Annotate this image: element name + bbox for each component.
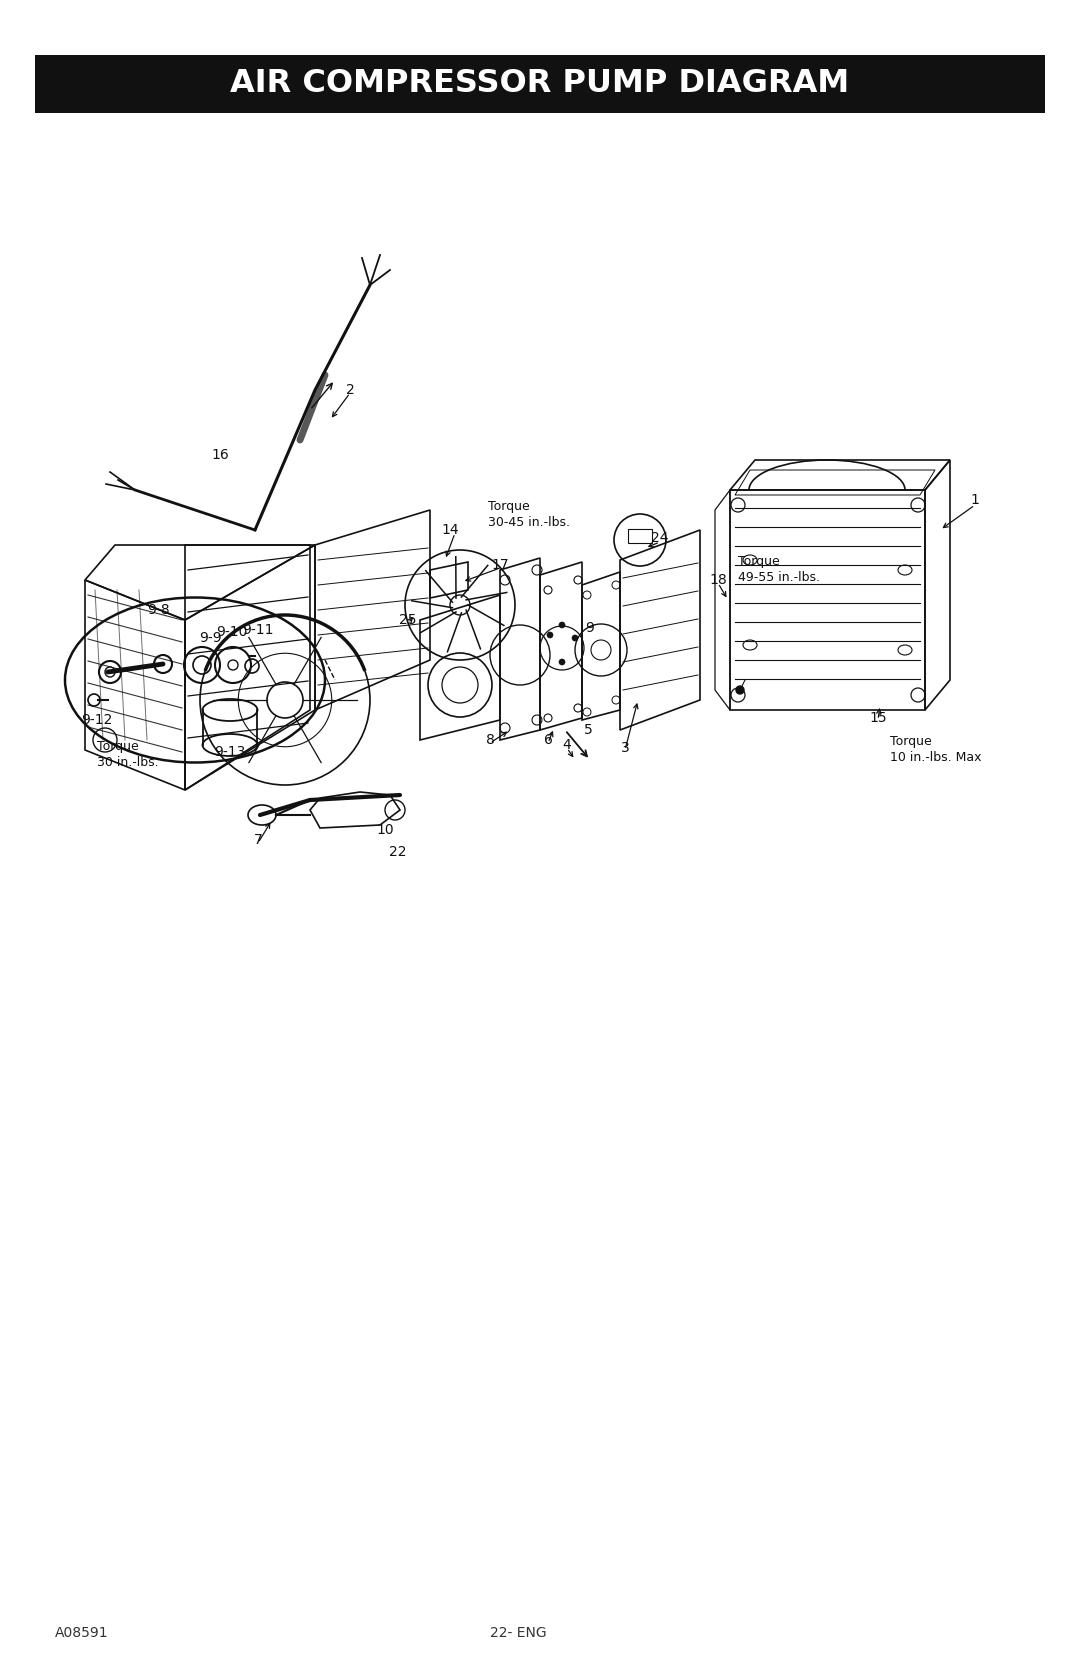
Text: 9-11: 9-11 [242, 623, 273, 638]
Text: 2: 2 [346, 382, 354, 397]
Circle shape [559, 659, 565, 664]
Text: 15: 15 [869, 711, 887, 724]
Text: 10: 10 [376, 823, 394, 836]
Text: 18: 18 [710, 572, 727, 587]
Text: 14: 14 [442, 522, 459, 537]
Text: 3: 3 [621, 741, 630, 754]
Circle shape [546, 633, 553, 638]
Text: 9: 9 [585, 621, 594, 634]
Text: A08591: A08591 [55, 1626, 109, 1641]
Text: 9-13: 9-13 [214, 744, 245, 759]
Text: 6: 6 [543, 733, 553, 748]
Text: 4: 4 [563, 738, 571, 753]
Text: 9-10: 9-10 [216, 624, 247, 639]
Text: 24: 24 [651, 531, 669, 546]
Text: 8: 8 [486, 733, 495, 748]
Bar [35, 55, 1045, 113]
Text: AIR COMPRESSOR PUMP DIAGRAM: AIR COMPRESSOR PUMP DIAGRAM [230, 68, 850, 100]
Circle shape [572, 634, 578, 641]
Text: 9-12: 9-12 [81, 713, 112, 728]
Text: 9-8: 9-8 [147, 603, 170, 618]
Text: 22: 22 [389, 845, 407, 860]
Text: Torque
30-45 in.-lbs.: Torque 30-45 in.-lbs. [488, 501, 570, 529]
Text: 17: 17 [491, 557, 509, 572]
Circle shape [735, 686, 744, 694]
Circle shape [559, 623, 565, 628]
Text: Torque
49-55 in.-lbs.: Torque 49-55 in.-lbs. [738, 556, 820, 584]
Text: 16: 16 [211, 447, 229, 462]
Text: 22- ENG: 22- ENG [490, 1626, 546, 1641]
Text: 25: 25 [400, 613, 417, 628]
Text: 7: 7 [254, 833, 262, 846]
Text: 5: 5 [583, 723, 592, 738]
Text: 1: 1 [971, 492, 980, 507]
Text: 9-9: 9-9 [199, 631, 221, 644]
Text: Torque
10 in.-lbs. Max: Torque 10 in.-lbs. Max [890, 734, 982, 764]
Text: Torque
30 in.-lbs.: Torque 30 in.-lbs. [97, 739, 159, 769]
